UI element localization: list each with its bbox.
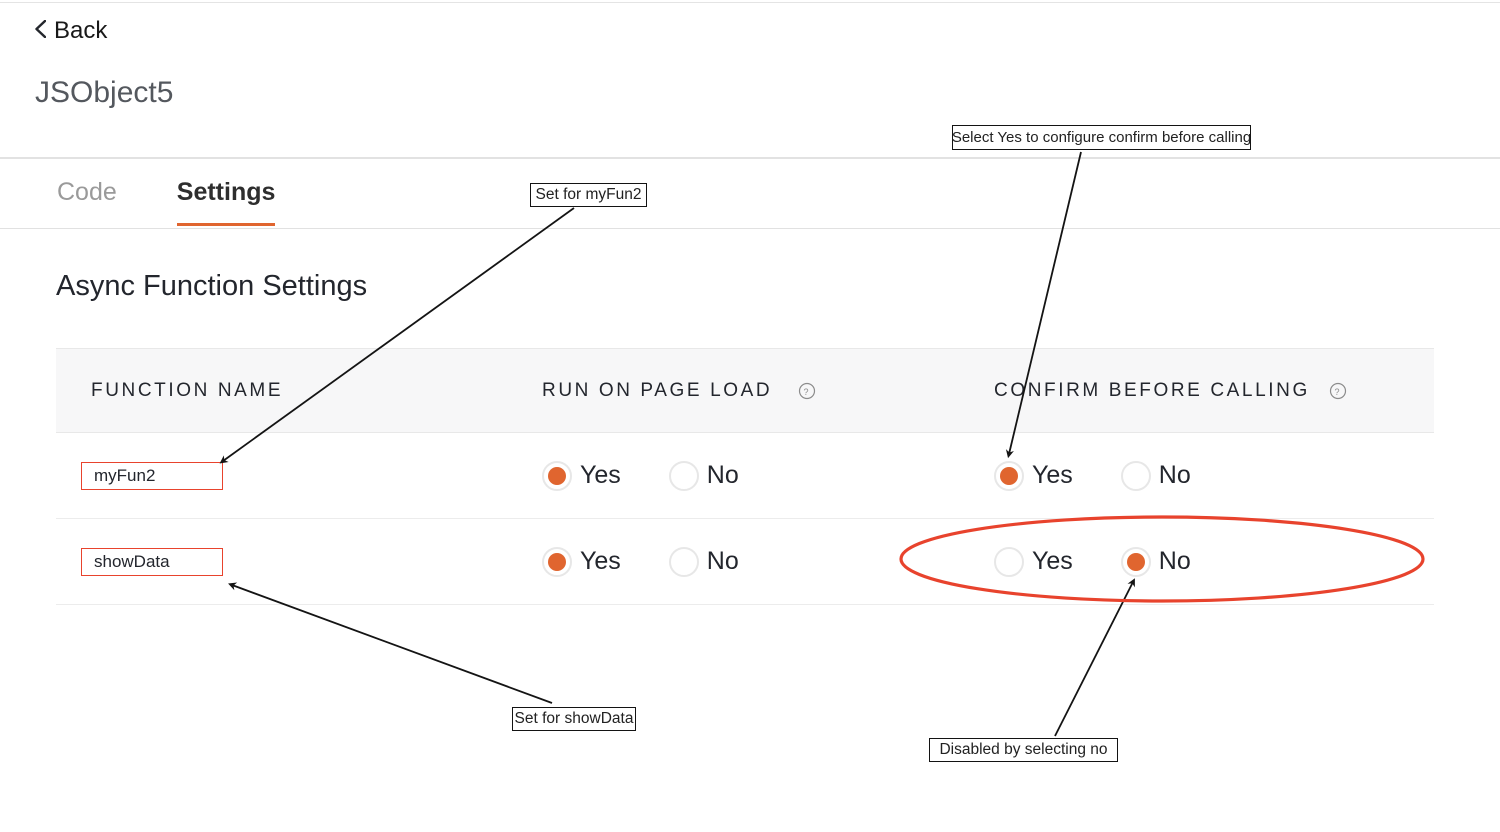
svg-text:?: ? [1334,386,1341,396]
svg-text:?: ? [804,386,811,396]
